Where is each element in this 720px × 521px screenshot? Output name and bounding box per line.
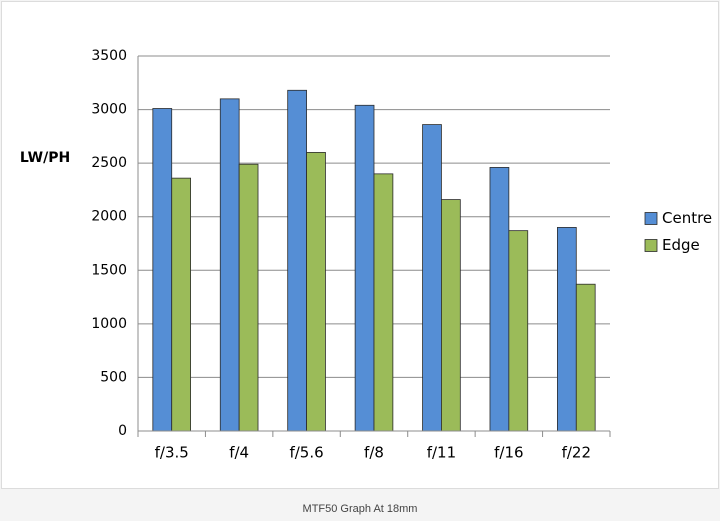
x-tick-label: f/11 — [427, 444, 456, 462]
bar — [354, 104, 375, 432]
bar — [508, 230, 529, 432]
bar — [171, 177, 191, 432]
x-tick-label: f/5.6 — [289, 444, 323, 462]
bar — [238, 163, 259, 432]
y-tick-label: 1500 — [91, 262, 127, 278]
bar — [306, 152, 326, 432]
x-tick-label: f/4 — [229, 444, 249, 462]
legend-swatch — [644, 212, 658, 225]
bar — [441, 199, 461, 432]
y-tick-label: 1000 — [91, 316, 127, 332]
y-tick-label: 3500 — [91, 48, 127, 64]
legend-label: Centre — [662, 209, 712, 227]
bar — [287, 89, 307, 432]
bar — [219, 98, 240, 432]
legend-label: Edge — [662, 236, 700, 254]
y-tick-label: 2000 — [91, 209, 127, 225]
bar — [422, 124, 442, 432]
x-tick-label: f/8 — [364, 444, 384, 462]
bar — [575, 283, 596, 432]
x-tick-label: f/3.5 — [155, 444, 189, 462]
x-tick-label: f/16 — [494, 444, 523, 462]
x-tick-label: f/22 — [562, 444, 591, 462]
y-tick-label: 2500 — [91, 155, 127, 171]
y-tick-label: 3000 — [91, 102, 127, 118]
y-tick-label: 0 — [118, 423, 127, 439]
legend-swatch — [644, 239, 658, 252]
bar — [152, 108, 173, 432]
y-tick-label: 500 — [100, 369, 127, 385]
bar — [557, 227, 577, 432]
bar — [373, 173, 394, 432]
bar — [489, 167, 510, 432]
caption: MTF50 Graph At 18mm — [303, 503, 418, 515]
y-axis-label: LW/PH — [20, 150, 70, 166]
